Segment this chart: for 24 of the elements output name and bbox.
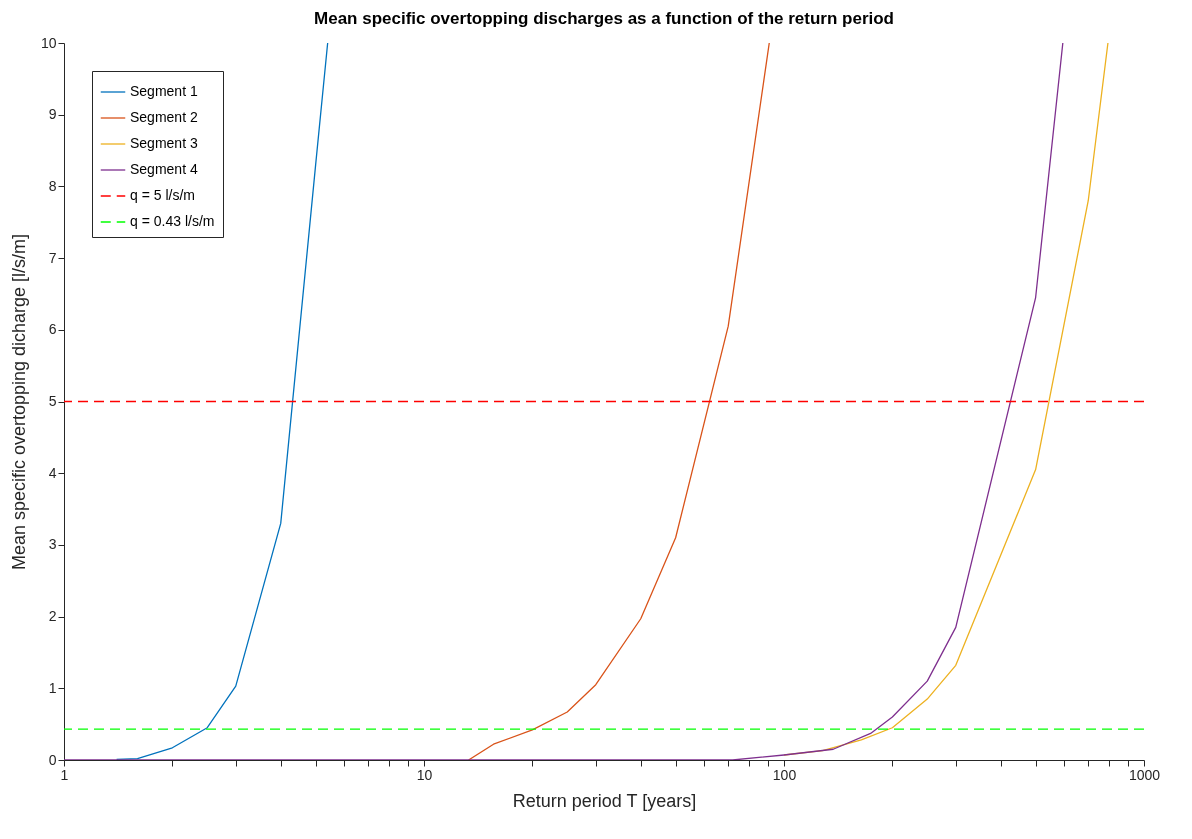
y-axis-title: Mean specific overtopping dicharge [l/s/m] xyxy=(8,233,29,571)
y-tick-label: 9 xyxy=(48,106,57,123)
chart-title: Mean specific overtopping discharges as a function of the return period xyxy=(314,9,894,28)
x-axis-title: Return period T [years] xyxy=(512,790,697,811)
x-tick-label: 1000 xyxy=(1128,766,1161,783)
x-tick-label: 1 xyxy=(60,766,69,783)
legend-label: Segment 1 xyxy=(130,83,198,99)
y-tick-label: 5 xyxy=(48,393,57,409)
legend-label: Segment 3 xyxy=(130,135,198,151)
x-tick-label: 100 xyxy=(772,766,797,783)
legend-label: Segment 4 xyxy=(130,161,198,177)
legend-label: q = 0.43 l/s/m xyxy=(130,213,215,229)
legend-label: Segment 2 xyxy=(130,109,198,125)
y-tick-label: 3 xyxy=(48,536,57,553)
y-tick-label: 1 xyxy=(48,679,57,696)
y-tick-label: 2 xyxy=(48,608,57,625)
y-tick-label: 10 xyxy=(40,34,57,51)
y-tick-label: 0 xyxy=(48,751,57,768)
y-tick-label: 4 xyxy=(48,464,57,481)
x-tick-label: 10 xyxy=(416,766,433,783)
y-tick-label: 6 xyxy=(48,321,57,338)
y-tick-label: 7 xyxy=(48,249,57,266)
legend-label: q = 5 l/s/m xyxy=(130,187,195,203)
y-tick-label: 8 xyxy=(48,177,57,194)
